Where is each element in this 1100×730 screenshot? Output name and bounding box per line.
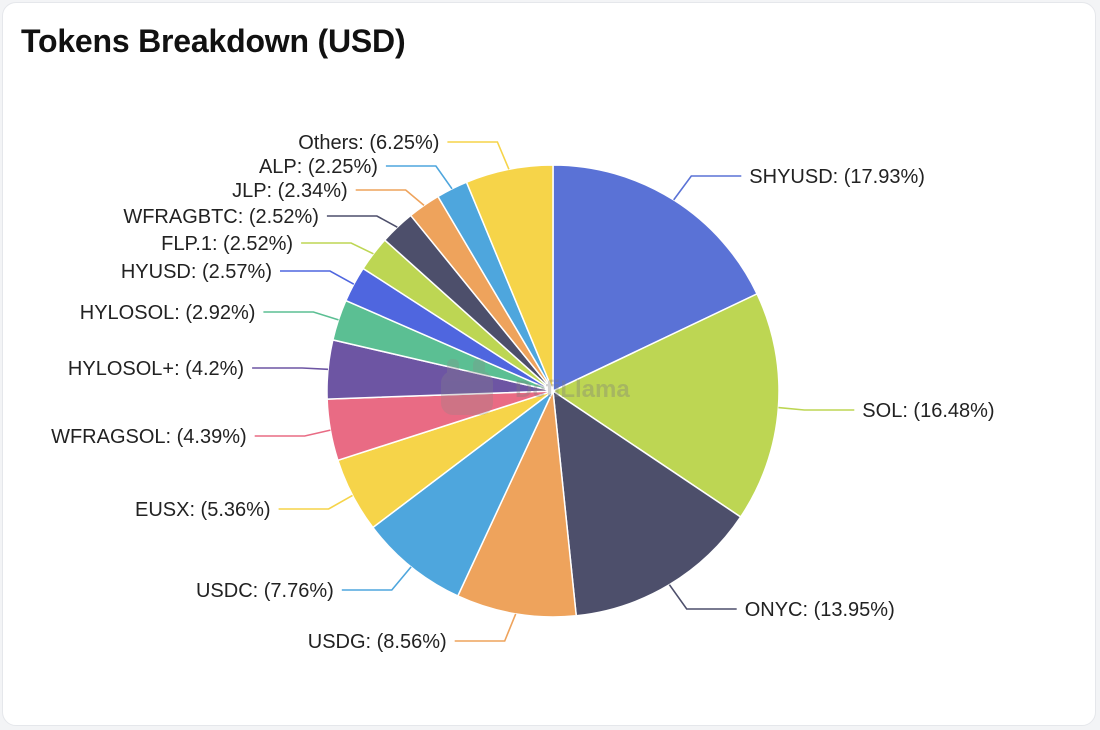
pie-slice-others[interactable]: [465, 164, 554, 392]
pie-slices: [326, 164, 780, 618]
pie-slice-sol[interactable]: [551, 292, 780, 519]
slice-label-alp: ALP: (2.25%): [259, 156, 378, 178]
slice-label-wfragsol: WFRAGSOL: (4.39%): [51, 426, 247, 448]
leader-lines: [252, 141, 855, 642]
leader-line-shyusd: [673, 175, 742, 201]
slice-label-others: Others: (6.25%): [298, 132, 439, 154]
slice-label-hyusd: HYUSD: (2.57%): [121, 261, 272, 283]
slice-label-sol: SOL: (16.48%): [862, 400, 994, 422]
llama-logo-icon: [441, 359, 493, 415]
leader-line-onyc: [668, 584, 737, 610]
slice-label-wfragbtc: WFRAGBTC: (2.52%): [123, 206, 319, 228]
leader-line-jlp: [355, 189, 425, 207]
leader-line-hyusd: [280, 270, 355, 285]
leader-line-alp: [385, 165, 453, 190]
slice-label-onyc: ONYC: (13.95%): [745, 599, 895, 621]
leader-line-wfragbtc: [326, 215, 398, 228]
card-title: Tokens Breakdown (USD): [21, 23, 406, 59]
leader-line-sol: [778, 406, 855, 411]
slice-label-flp-1: FLP.1: (2.52%): [161, 233, 293, 255]
slice-label-usdc: USDC: (7.76%): [196, 580, 334, 602]
leader-line-wfragsol: [254, 429, 331, 437]
leader-line-eusx: [278, 494, 353, 510]
pie-slice-usdc[interactable]: [371, 390, 554, 597]
leader-line-others: [447, 141, 510, 170]
slice-label-shyusd: SHYUSD: (17.93%): [749, 166, 925, 188]
slice-labels: SHYUSD: (17.93%) SOL: (16.48%) ONYC: (13.9…: [51, 132, 995, 653]
leader-line-usdg: [454, 613, 517, 642]
slice-label-hylosol: HYLOSOL: (2.92%): [80, 302, 256, 324]
leader-line-hylosol: [263, 311, 339, 321]
pie-chart: SHYUSD: (17.93%) SOL: (16.48%) ONYC: (13.9…: [51, 132, 995, 653]
slice-label-eusx: EUSX: (5.36%): [135, 499, 271, 521]
slice-label-hylosol: HYLOSOL+: (4.2%): [68, 358, 244, 380]
pie-slice-shyusd[interactable]: [552, 164, 759, 393]
slice-label-usdg: USDG: (8.56%): [308, 631, 447, 653]
slice-label-jlp: JLP: (2.34%): [232, 180, 348, 202]
watermark: DefiLlama: [441, 359, 630, 415]
watermark-text: DefiLlama: [515, 376, 630, 403]
leader-line-usdc: [341, 566, 412, 591]
leader-line-hylosol: [252, 367, 329, 371]
leader-line-flp-1: [301, 242, 374, 255]
